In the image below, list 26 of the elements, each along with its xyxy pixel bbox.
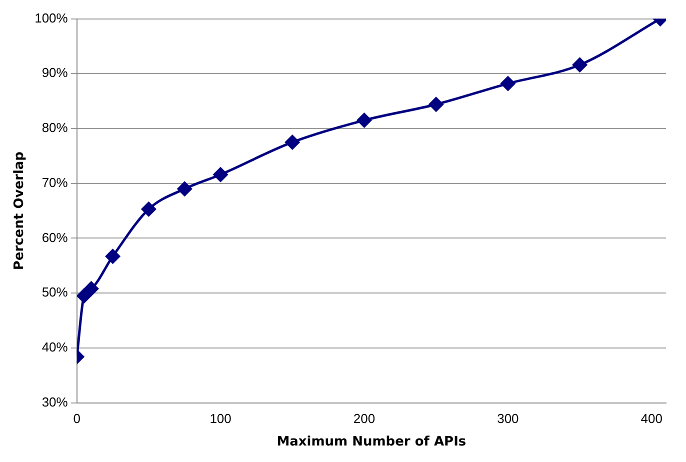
x-tick-label: 100 [210,411,232,426]
x-tick-label: 0 [73,411,80,426]
point [84,281,98,296]
point [141,202,156,216]
y-tick-label: 90% [42,65,68,80]
y-tick-label: 70% [42,174,68,190]
point [177,182,192,196]
y-tick-label: 60% [42,230,68,245]
point [572,58,588,72]
y-tick-label: 40% [42,340,68,355]
x-tick-label: 400 [640,411,662,426]
y-tick-label: 50% [42,284,68,300]
x-tick-label: 200 [353,411,376,426]
point [428,97,444,112]
x-tick-label: 300 [497,411,519,426]
point [76,288,92,304]
point [285,134,300,150]
x-axis-title: Maximum Number of APIs [276,434,466,450]
point [500,76,516,91]
y-tick-label: 30% [42,394,68,410]
y-tick-label: 100% [34,10,68,26]
point [106,249,120,264]
point [356,113,372,128]
y-axis-title: Percent Overlap [12,152,28,270]
point [213,167,228,182]
y-tick-label: 80% [42,120,68,136]
